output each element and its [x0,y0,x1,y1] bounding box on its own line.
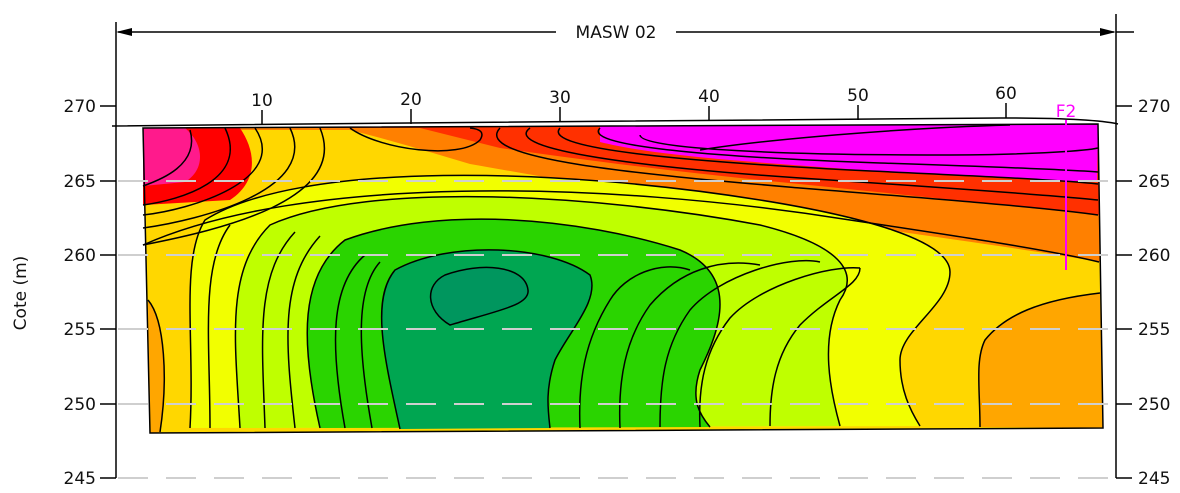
right-tick-label: 260 [1138,246,1170,266]
right-elevation-axis: 245 250 255 260 265 270 [1115,14,1170,489]
y-axis-label: Cote (m) [11,256,31,331]
contour-line [978,292,1101,428]
contour-line [142,129,193,187]
contour-line [261,231,296,429]
distance-tick-label: 60 [995,84,1017,104]
topography-line [111,117,1119,127]
contour-line [334,254,366,429]
contour-line [147,299,165,433]
left-tick-label: 250 [64,395,96,415]
left-elevation-axis: 245 250 255 260 265 270 [64,22,117,489]
contour-line [639,134,1099,156]
contour-line [698,266,861,428]
distance-tick-label: 30 [549,88,571,108]
borehole-label: F2 [1056,102,1077,122]
contour-line [142,127,232,206]
left-tick-label: 270 [64,97,96,117]
profile-title: MASW 02 [576,23,657,43]
contour-line [618,262,761,429]
zone-right-orange [978,293,1103,428]
left-tick-label: 245 [64,469,96,488]
right-tick-label: 245 [1138,469,1170,488]
left-tick-label: 255 [64,320,96,340]
contour-line [234,195,848,429]
contour-line [429,266,529,326]
contour-line [349,127,483,152]
contour-line [496,127,1099,216]
contour-line [597,127,1099,173]
left-arrow-icon [116,28,132,36]
contour-lines [142,124,1101,433]
right-tick-label: 270 [1138,97,1170,117]
distance-axis: 10 20 30 40 50 60 [251,84,1017,125]
right-tick-label: 250 [1138,395,1170,415]
zone-magenta [600,124,1098,182]
right-tick-label: 255 [1138,320,1170,340]
distance-tick-label: 10 [251,91,273,111]
zone-core-green [430,267,529,325]
left-tick-label: 265 [64,172,96,192]
contour-line [142,127,263,216]
right-tick-label: 265 [1138,172,1170,192]
contour-line [578,266,691,429]
right-arrow-icon [1100,28,1116,36]
distance-tick-label: 40 [698,87,720,107]
borehole-f2: F2 [1056,102,1077,270]
contour-line [769,267,861,427]
contour-line [380,249,593,430]
distance-tick-label: 50 [847,86,869,106]
left-tick-label: 260 [64,246,96,266]
contour-line [207,224,231,429]
zone-left-pink [143,128,200,186]
section-outline [142,123,1104,434]
contour-line [360,261,381,429]
title-dimension-line: MASW 02 [116,23,1134,43]
contour-line [189,174,951,429]
contour-line [142,127,296,229]
contour-line [659,259,821,428]
contour-line [699,124,1011,151]
distance-tick-label: 20 [400,90,422,110]
contour-line [287,235,321,429]
contour-line [525,127,1099,201]
contour-line [306,218,721,429]
contour-line [557,127,1099,185]
contour-line [142,190,1100,263]
elevation-gridlines [118,180,1114,479]
